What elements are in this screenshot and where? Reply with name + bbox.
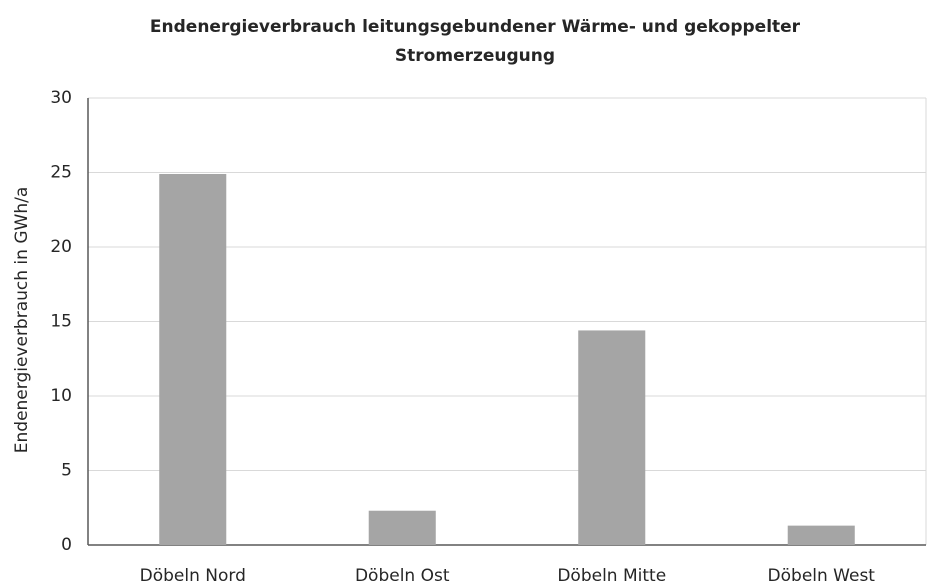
y-axis-label: Endenergieverbrauch in GWh/a [12, 187, 32, 453]
chart-title: Stromerzeugung [395, 46, 555, 66]
y-tick-label: 0 [61, 535, 72, 555]
y-tick-label: 15 [50, 312, 72, 332]
x-tick-label: Döbeln Nord [140, 566, 246, 586]
bar [159, 173, 227, 546]
y-tick-label: 30 [50, 88, 72, 108]
bar [578, 330, 646, 545]
y-tick-label: 10 [50, 386, 72, 406]
chart-title: Endenergieverbrauch leitungsgebundener W… [150, 17, 801, 37]
x-tick-label: Döbeln West [768, 566, 876, 586]
bar [368, 510, 436, 545]
x-tick-label: Döbeln Mitte [557, 566, 666, 586]
y-tick-label: 20 [50, 237, 72, 257]
y-tick-label: 5 [61, 461, 72, 481]
y-tick-label: 25 [50, 163, 72, 183]
x-tick-label: Döbeln Ost [355, 566, 450, 586]
bar [787, 525, 855, 545]
